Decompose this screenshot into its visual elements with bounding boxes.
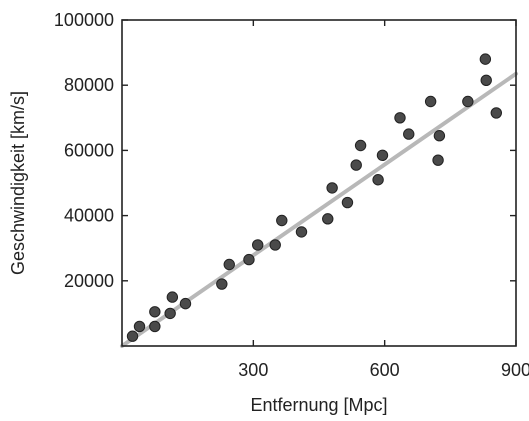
data-point xyxy=(490,107,502,119)
data-point xyxy=(149,306,161,318)
y-axis-label: Geschwindigkeit [km/s] xyxy=(8,91,28,275)
y-tick-label: 20000 xyxy=(64,271,114,291)
data-point xyxy=(164,307,176,320)
x-tick-label: 300 xyxy=(238,360,268,380)
data-point xyxy=(149,320,161,333)
plot-frame xyxy=(121,19,517,347)
data-point xyxy=(179,297,192,310)
y-tick-label: 40000 xyxy=(64,206,114,226)
data-point xyxy=(133,320,146,333)
y-tick-label: 80000 xyxy=(64,75,114,95)
data-point xyxy=(269,239,281,251)
x-axis-ticks: 300 600 900 xyxy=(238,20,529,380)
y-axis-ticks: 20000 40000 60000 80000 100000 xyxy=(54,10,516,291)
data-point xyxy=(166,291,179,303)
data-point xyxy=(350,159,362,171)
data-point xyxy=(479,53,492,65)
x-tick-label: 600 xyxy=(370,360,400,380)
data-point xyxy=(295,226,308,238)
data-point xyxy=(403,128,415,140)
data-point xyxy=(432,154,444,166)
x-axis-label: Entfernung [Mpc] xyxy=(250,395,387,415)
data-point xyxy=(126,330,139,342)
data-point xyxy=(341,196,354,209)
x-tick-label: 900 xyxy=(501,360,529,380)
data-point xyxy=(354,139,367,152)
data-point xyxy=(394,112,406,124)
data-point xyxy=(223,258,235,271)
data-point xyxy=(216,278,228,290)
data-point xyxy=(376,149,389,161)
data-point xyxy=(243,253,255,266)
data-point xyxy=(252,239,264,251)
data-point xyxy=(322,213,334,225)
data-point xyxy=(462,95,474,108)
data-point xyxy=(433,130,446,142)
data-point xyxy=(326,182,338,194)
data-point xyxy=(480,74,492,87)
data-point xyxy=(372,174,384,186)
data-point xyxy=(424,95,437,108)
data-point xyxy=(276,214,288,227)
y-tick-label: 100000 xyxy=(54,10,114,30)
y-tick-label: 60000 xyxy=(64,140,114,160)
data-points-layer xyxy=(126,53,502,342)
